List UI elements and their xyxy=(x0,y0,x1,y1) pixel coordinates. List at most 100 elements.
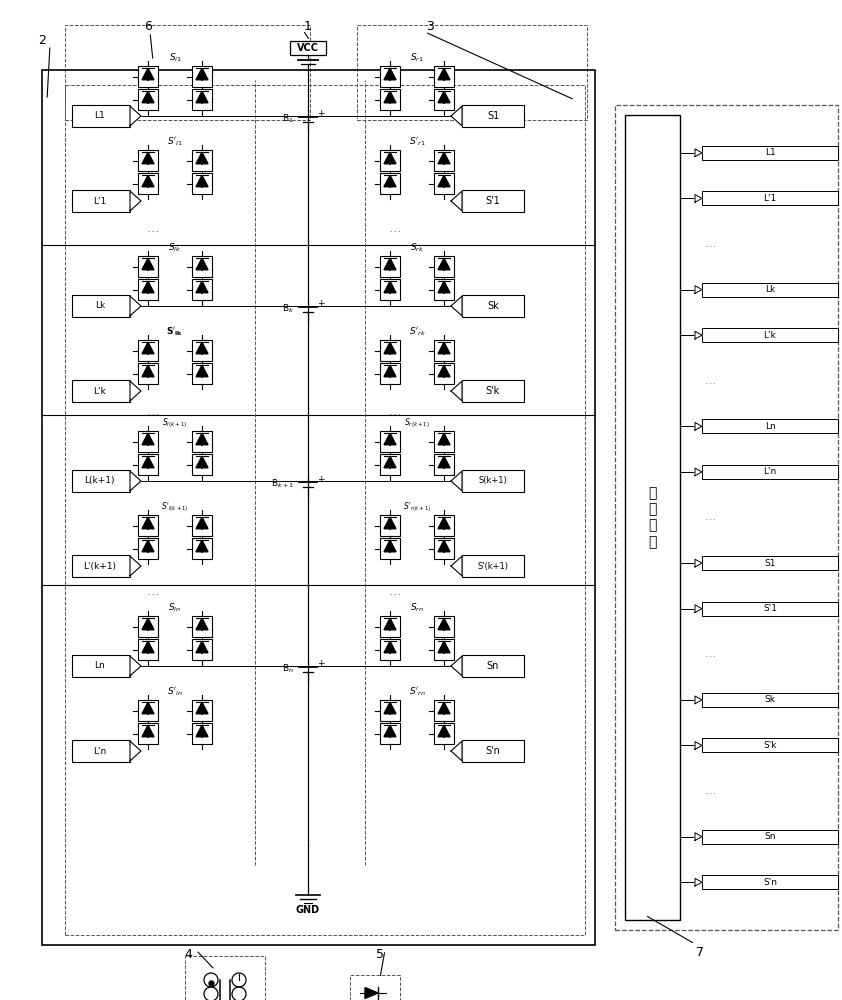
Polygon shape xyxy=(438,152,450,164)
Text: …: … xyxy=(705,376,716,386)
Bar xyxy=(380,700,400,721)
Bar xyxy=(702,283,838,297)
Text: $S'_{rn}$: $S'_{rn}$ xyxy=(408,686,425,698)
Polygon shape xyxy=(196,702,208,714)
Bar xyxy=(615,105,838,930)
Bar xyxy=(380,256,400,277)
Bar xyxy=(702,830,838,844)
Bar xyxy=(138,279,158,300)
Text: …: … xyxy=(389,223,402,235)
Bar xyxy=(380,639,400,660)
Polygon shape xyxy=(451,656,462,676)
Polygon shape xyxy=(142,68,154,80)
Bar xyxy=(185,956,265,1000)
Text: S'1: S'1 xyxy=(763,604,777,613)
Bar xyxy=(357,25,587,120)
Bar xyxy=(434,150,454,171)
Polygon shape xyxy=(142,540,154,552)
Text: Lk: Lk xyxy=(94,302,105,310)
Bar xyxy=(434,616,454,637)
Text: S'k: S'k xyxy=(763,741,777,750)
Bar xyxy=(462,555,524,577)
Text: …: … xyxy=(389,405,402,418)
Bar xyxy=(192,66,212,87)
Bar xyxy=(434,538,454,559)
Bar xyxy=(192,454,212,475)
Text: Lk: Lk xyxy=(765,285,775,294)
Bar xyxy=(434,639,454,660)
Polygon shape xyxy=(438,258,450,270)
Polygon shape xyxy=(695,696,702,704)
Text: …: … xyxy=(705,649,716,659)
Text: Sn: Sn xyxy=(487,661,499,671)
Bar xyxy=(702,419,838,433)
Bar xyxy=(72,105,130,127)
Bar xyxy=(192,340,212,361)
Polygon shape xyxy=(438,517,450,529)
Text: $S'_{rk}$: $S'_{rk}$ xyxy=(408,326,425,338)
Text: S'(k+1): S'(k+1) xyxy=(477,562,509,570)
Bar xyxy=(434,515,454,536)
Polygon shape xyxy=(142,456,154,468)
Text: …: … xyxy=(147,405,159,418)
Bar xyxy=(462,295,524,317)
Bar xyxy=(380,173,400,194)
Bar xyxy=(138,700,158,721)
Polygon shape xyxy=(438,342,450,354)
Polygon shape xyxy=(438,702,450,714)
Bar xyxy=(702,146,838,160)
Bar xyxy=(380,515,400,536)
Bar xyxy=(138,89,158,110)
Polygon shape xyxy=(438,618,450,630)
Polygon shape xyxy=(438,456,450,468)
Bar xyxy=(138,538,158,559)
Text: …: … xyxy=(147,585,159,598)
Polygon shape xyxy=(142,725,154,737)
Bar xyxy=(138,256,158,277)
Bar xyxy=(462,380,524,402)
Bar xyxy=(702,465,838,479)
Bar xyxy=(434,363,454,384)
Polygon shape xyxy=(384,618,396,630)
Text: 控
制
电
路: 控 制 电 路 xyxy=(648,486,657,549)
Text: 5: 5 xyxy=(376,948,384,962)
Bar xyxy=(434,89,454,110)
Text: L'(k+1): L'(k+1) xyxy=(83,562,116,570)
Bar xyxy=(192,431,212,452)
Polygon shape xyxy=(384,540,396,552)
Bar xyxy=(192,538,212,559)
Text: $S'_{ln}$: $S'_{ln}$ xyxy=(167,686,183,698)
Polygon shape xyxy=(451,741,462,761)
Polygon shape xyxy=(695,422,702,430)
Polygon shape xyxy=(142,342,154,354)
Bar xyxy=(702,556,838,570)
Bar xyxy=(462,655,524,677)
Bar xyxy=(138,723,158,744)
Text: $S_{lk}$: $S_{lk}$ xyxy=(168,242,182,254)
Bar xyxy=(192,89,212,110)
Text: L'k: L'k xyxy=(93,386,106,395)
Polygon shape xyxy=(438,540,450,552)
Polygon shape xyxy=(695,195,702,202)
Polygon shape xyxy=(142,433,154,445)
Text: 6: 6 xyxy=(144,20,152,33)
Polygon shape xyxy=(438,281,450,293)
Polygon shape xyxy=(384,456,396,468)
Bar xyxy=(702,328,838,342)
Bar xyxy=(702,875,838,889)
Polygon shape xyxy=(142,618,154,630)
Bar xyxy=(192,256,212,277)
Text: …: … xyxy=(389,585,402,598)
Text: L(k+1): L(k+1) xyxy=(84,477,115,486)
Text: Sk: Sk xyxy=(488,301,498,311)
Text: Sn: Sn xyxy=(765,832,775,841)
Bar xyxy=(138,363,158,384)
Text: S'n: S'n xyxy=(763,878,777,887)
Text: B$_{k+1}$: B$_{k+1}$ xyxy=(271,478,294,490)
Bar xyxy=(380,723,400,744)
Text: S'n: S'n xyxy=(486,746,500,756)
Bar xyxy=(72,655,130,677)
Text: $S'_{l(k+1)}$: $S'_{l(k+1)}$ xyxy=(161,500,189,514)
Polygon shape xyxy=(196,517,208,529)
Bar xyxy=(434,279,454,300)
